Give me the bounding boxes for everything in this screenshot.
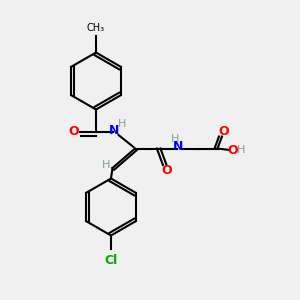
Text: CH₃: CH₃: [87, 23, 105, 33]
Text: H: H: [171, 134, 180, 145]
Text: N: N: [109, 124, 119, 137]
Text: O: O: [161, 164, 172, 177]
Text: H: H: [237, 145, 246, 155]
Text: O: O: [69, 125, 80, 139]
Text: H: H: [102, 160, 110, 170]
Text: Cl: Cl: [104, 254, 118, 267]
Text: O: O: [228, 143, 238, 157]
Text: N: N: [173, 140, 184, 154]
Text: H: H: [118, 119, 127, 130]
Text: O: O: [218, 125, 229, 138]
